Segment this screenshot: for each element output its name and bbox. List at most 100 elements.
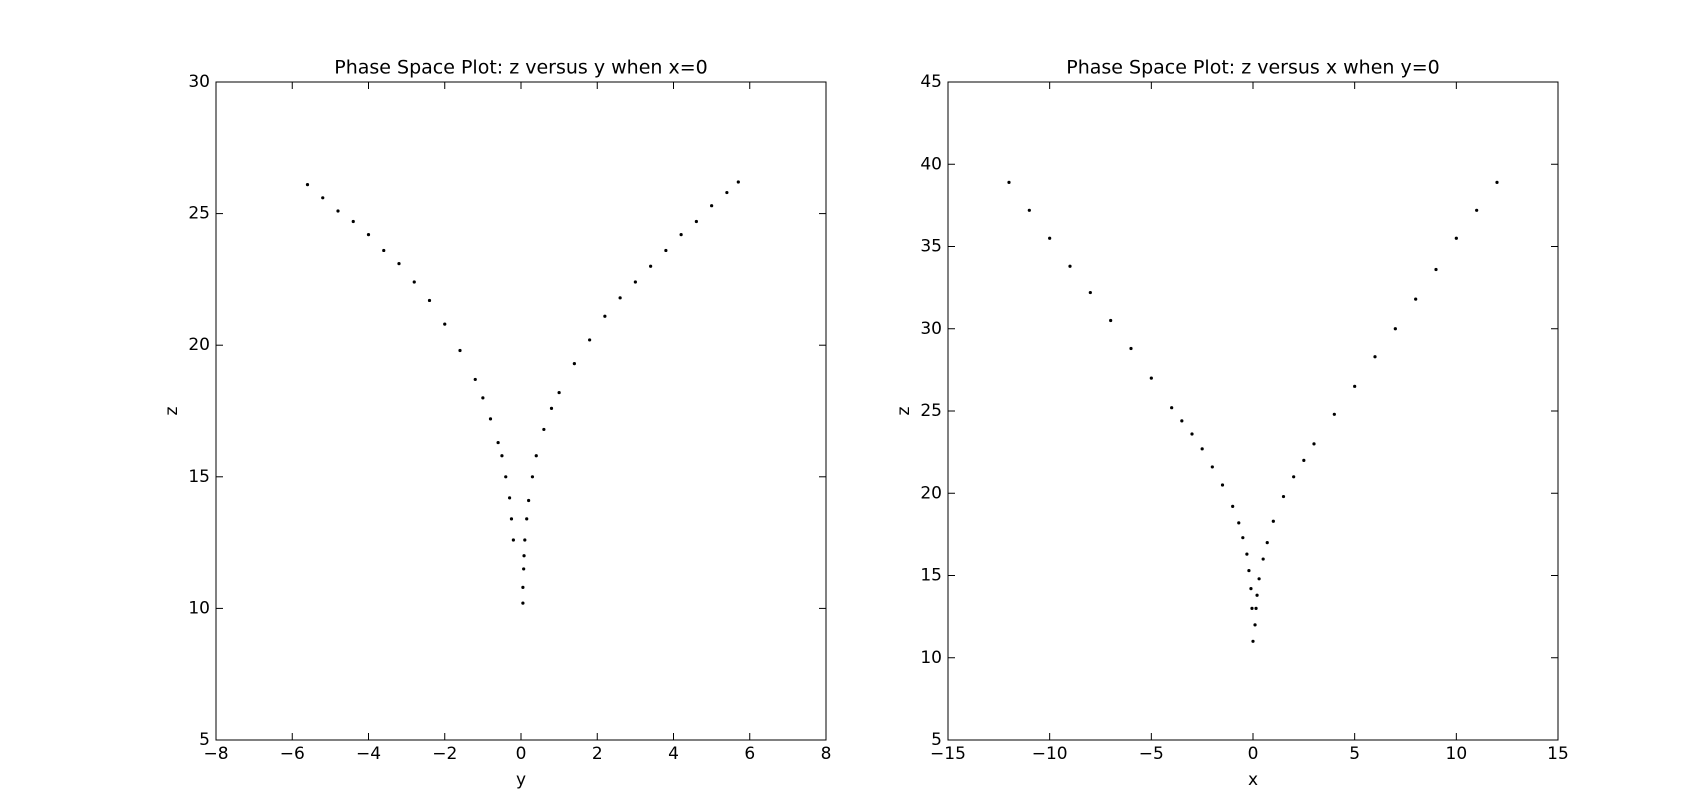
x-tick-label: −6: [280, 744, 305, 764]
x-tick-label: −5: [1139, 744, 1164, 764]
point: [557, 390, 561, 395]
point: [351, 219, 355, 224]
point: [1302, 458, 1306, 462]
point: [521, 601, 525, 605]
point: [305, 183, 310, 187]
point: [710, 204, 714, 208]
point: [500, 454, 504, 458]
y-tick-label: 45: [920, 72, 942, 92]
point: [679, 233, 683, 237]
x-tick-label: 8: [821, 744, 832, 764]
point: [1190, 432, 1194, 436]
point: [1249, 587, 1253, 591]
point: [1149, 376, 1153, 380]
point: [1247, 568, 1251, 573]
point: [1088, 290, 1092, 295]
y-tick-label: 20: [920, 483, 942, 503]
point: [427, 298, 432, 303]
point: [1180, 419, 1184, 423]
y-tick-label: 30: [188, 72, 210, 92]
point: [1250, 606, 1254, 611]
y-tick-label: 10: [920, 648, 942, 668]
point: [1265, 541, 1269, 545]
x-tick-label: −15: [930, 744, 966, 764]
point: [523, 538, 527, 542]
point: [1257, 577, 1261, 581]
x-tick-label: 5: [1349, 744, 1360, 764]
x-tick-label: 0: [1248, 744, 1259, 764]
x-tick-label: 15: [1547, 744, 1569, 764]
y-tick-label: 15: [920, 566, 942, 586]
x-axis-label: y: [516, 770, 526, 790]
point: [694, 219, 698, 224]
point: [1068, 264, 1072, 268]
y-tick-label: 5: [931, 730, 942, 750]
point: [1255, 593, 1259, 597]
x-tick-label: −4: [356, 744, 381, 764]
x-tick-label: −2: [432, 744, 457, 764]
point: [542, 427, 546, 432]
point: [525, 517, 529, 521]
point: [1007, 180, 1011, 184]
x-tick-label: −8: [203, 744, 228, 764]
point: [496, 440, 500, 445]
point: [1373, 355, 1377, 359]
point: [664, 248, 668, 253]
point: [1027, 208, 1031, 212]
point: [511, 538, 515, 542]
point: [521, 585, 525, 589]
point: [1353, 384, 1357, 388]
x-tick-label: −10: [1032, 744, 1068, 764]
point: [1220, 483, 1225, 487]
plot-area: [215, 81, 827, 741]
point: [1254, 606, 1258, 611]
point: [507, 496, 512, 500]
point: [736, 180, 740, 184]
point: [336, 209, 340, 213]
point: [530, 475, 535, 479]
point: [504, 475, 508, 479]
point: [522, 567, 526, 571]
point: [1241, 536, 1245, 540]
point: [1048, 236, 1052, 240]
y-tick-label: 15: [188, 467, 210, 487]
x-tick-label: 4: [668, 744, 679, 764]
point: [443, 322, 447, 326]
point: [1231, 504, 1235, 509]
y-tick-label: 25: [188, 204, 210, 224]
x-tick-label: 2: [592, 744, 603, 764]
point: [534, 454, 538, 458]
point: [1271, 519, 1275, 523]
point: [382, 248, 386, 253]
y-axis-label: z: [162, 406, 182, 415]
point: [1237, 521, 1241, 525]
x-tick-label: 0: [516, 744, 527, 764]
point: [509, 517, 514, 521]
x-tick-label: 10: [1446, 744, 1468, 764]
point: [397, 262, 401, 266]
point: [572, 362, 576, 366]
point: [1170, 406, 1174, 410]
y-axis-label: z: [894, 406, 914, 415]
point: [1434, 267, 1438, 272]
y-tick-label: 40: [920, 154, 942, 174]
point: [618, 296, 622, 300]
x-axis-label: x: [1248, 770, 1258, 790]
point: [458, 348, 462, 353]
point: [1332, 412, 1336, 416]
y-tick-label: 5: [199, 730, 210, 750]
point: [1495, 180, 1499, 184]
point: [549, 406, 554, 410]
y-tick-label: 10: [188, 598, 210, 618]
point: [588, 338, 592, 342]
point: [649, 264, 653, 268]
chart-title: Phase Space Plot: z versus y when x=0: [334, 57, 708, 79]
y-tick-label: 25: [920, 401, 942, 421]
point: [488, 417, 493, 421]
point: [1454, 236, 1458, 240]
point: [1200, 447, 1204, 451]
point: [1475, 208, 1479, 212]
y-tick-label: 30: [920, 319, 942, 339]
chart-title: Phase Space Plot: z versus x when y=0: [1066, 57, 1440, 79]
point: [1292, 475, 1296, 479]
